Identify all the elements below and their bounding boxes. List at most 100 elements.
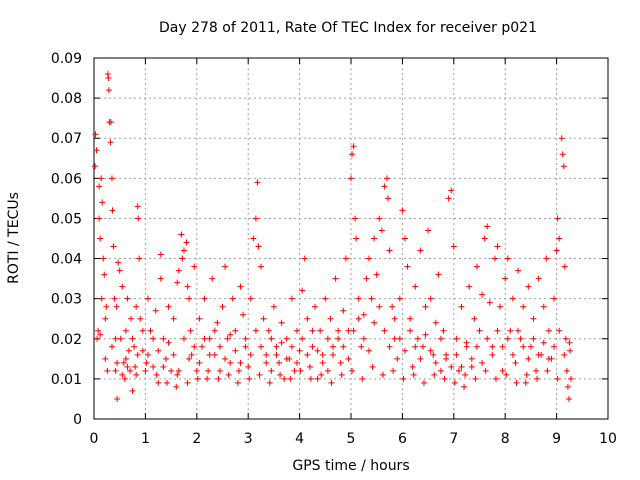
data-point — [414, 335, 421, 342]
data-point — [174, 371, 181, 378]
data-point — [391, 315, 398, 322]
x-axis-label: GPS time / hours — [292, 458, 409, 474]
x-tick-label: 2 — [192, 431, 201, 447]
data-point — [365, 255, 372, 262]
data-point — [165, 303, 172, 310]
data-point — [204, 375, 211, 382]
data-point — [225, 371, 232, 378]
y-tick-label: 0.09 — [51, 51, 82, 67]
data-point — [113, 303, 120, 310]
x-axis: 0 1 2 3 4 5 6 7 8 9 10 — [90, 58, 617, 447]
data-point — [430, 351, 437, 358]
data-point — [304, 315, 311, 322]
data-point — [443, 351, 450, 358]
data-point — [451, 379, 458, 386]
data-point — [94, 335, 101, 342]
data-point — [319, 351, 326, 358]
data-point — [401, 347, 408, 354]
data-point — [102, 355, 109, 362]
data-point — [512, 359, 519, 366]
data-point — [554, 215, 561, 222]
data-point — [206, 335, 213, 342]
data-point — [139, 327, 146, 334]
data-point — [525, 283, 532, 290]
data-point — [95, 327, 102, 334]
data-point — [458, 303, 465, 310]
data-point — [245, 363, 252, 370]
data-point — [153, 371, 160, 378]
data-point — [263, 359, 270, 366]
data-point — [273, 351, 280, 358]
data-point — [564, 383, 571, 390]
data-point — [96, 183, 103, 190]
data-point — [198, 343, 205, 350]
data-point — [122, 355, 129, 362]
data-point — [441, 375, 448, 382]
data-point — [196, 359, 203, 366]
data-point — [332, 275, 339, 282]
data-point — [453, 335, 460, 342]
data-point — [401, 235, 408, 242]
data-point — [307, 375, 314, 382]
data-point — [340, 307, 347, 314]
data-point — [396, 335, 403, 342]
data-points — [92, 71, 574, 402]
data-point — [520, 343, 527, 350]
data-point — [540, 339, 547, 346]
data-point — [306, 363, 313, 370]
data-point — [324, 367, 331, 374]
data-point — [389, 303, 396, 310]
data-point — [168, 367, 175, 374]
data-point — [317, 327, 324, 334]
data-point — [560, 163, 567, 170]
data-point — [142, 367, 149, 374]
data-point — [232, 327, 239, 334]
data-point — [422, 331, 429, 338]
data-point — [107, 119, 114, 126]
data-point — [101, 271, 108, 278]
y-tick-label: 0.03 — [51, 292, 82, 308]
data-point — [437, 335, 444, 342]
x-tick-label: 10 — [599, 431, 617, 447]
x-tick-label: 0 — [90, 431, 99, 447]
data-point — [107, 139, 114, 146]
data-point — [139, 347, 146, 354]
data-point — [184, 379, 191, 386]
data-point — [191, 343, 198, 350]
data-point — [180, 335, 187, 342]
data-point — [522, 379, 529, 386]
data-point — [119, 371, 126, 378]
data-point — [563, 367, 570, 374]
data-point — [277, 371, 284, 378]
data-point — [565, 395, 572, 402]
y-tick-label: 0.01 — [51, 372, 82, 388]
data-point — [365, 347, 372, 354]
data-point — [121, 375, 128, 382]
data-point — [276, 359, 283, 366]
data-point — [432, 359, 439, 366]
data-point — [109, 207, 116, 214]
data-point — [379, 371, 386, 378]
data-point — [494, 327, 501, 334]
data-point — [396, 295, 403, 302]
data-point — [327, 315, 334, 322]
data-point — [324, 335, 331, 342]
data-point — [567, 375, 574, 382]
data-point — [473, 263, 480, 270]
data-point — [104, 367, 111, 374]
data-point — [319, 359, 326, 366]
data-point — [355, 295, 362, 302]
data-point — [358, 343, 365, 350]
data-point — [196, 315, 203, 322]
data-point — [129, 335, 136, 342]
data-point — [420, 379, 427, 386]
data-point — [503, 371, 510, 378]
data-point — [137, 315, 144, 322]
data-point — [184, 283, 191, 290]
chart-title: Day 278 of 2011, Rate Of TEC Index for r… — [159, 20, 537, 36]
data-point — [201, 295, 208, 302]
data-point — [471, 315, 478, 322]
data-point — [554, 375, 561, 382]
data-point — [353, 235, 360, 242]
